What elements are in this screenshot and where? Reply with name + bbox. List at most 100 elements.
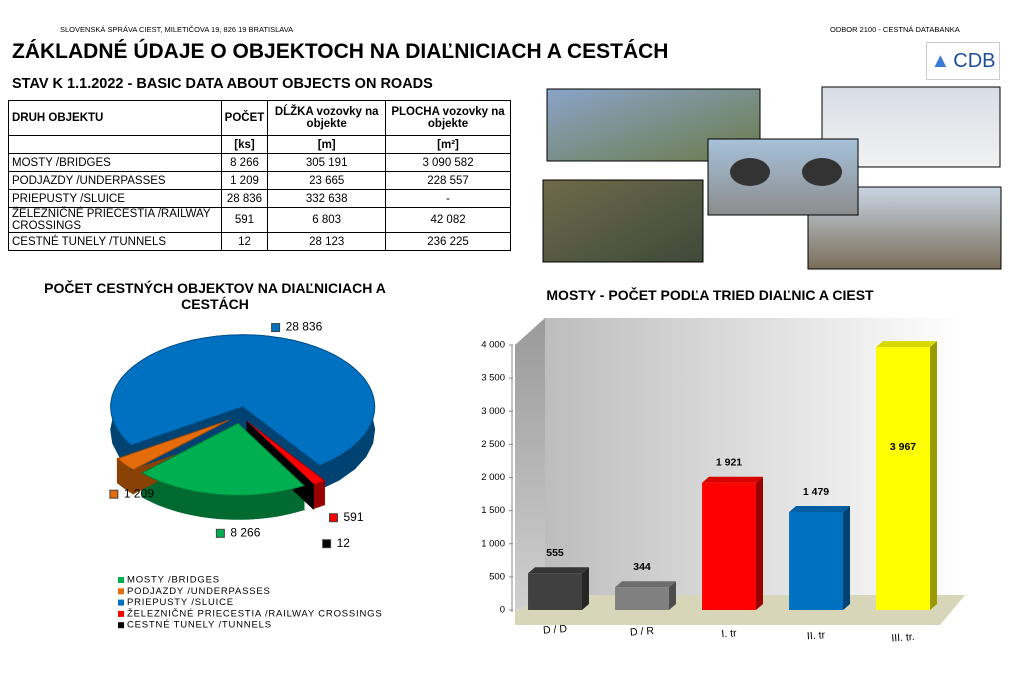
legend-label: PODJAZDY /UNDERPASSES [127, 586, 271, 597]
table-row: ŽELEZNIČNÉ PRIECESTIA /RAILWAY CROSSINGS… [8, 207, 511, 233]
legend-label: CESTNÉ TUNELY /TUNNELS [127, 620, 272, 631]
units-cell: [m²] [385, 135, 511, 154]
x-tick-label: III. tr. [891, 631, 915, 645]
table-cell: PODJAZDY /UNDERPASSES [8, 171, 222, 190]
legend-label: PRIEPUSTY /SLUICE [127, 597, 234, 608]
table-cell: 8 266 [220, 153, 269, 172]
legend-key [118, 588, 124, 595]
y-tick-label: 0 [500, 605, 505, 616]
units-cell: [m] [267, 135, 387, 154]
table-cell: 332 638 [267, 189, 387, 208]
y-tick-label: 1 500 [481, 505, 505, 516]
y-tick-label: 4 000 [481, 340, 505, 351]
value-label-key [322, 539, 332, 549]
y-tick-label: 2 000 [481, 472, 505, 483]
value-label: 1 921 [716, 457, 742, 469]
y-tick-label: 1 000 [481, 538, 505, 549]
table-cell: ŽELEZNIČNÉ PRIECESTIA /RAILWAY CROSSINGS [8, 207, 222, 233]
table-cell: 305 191 [267, 153, 387, 172]
value-label: 555 [546, 547, 564, 559]
chart-title: POČET CESTNÝCH OBJEKTOV NA DIAĽNICIACH A… [44, 280, 386, 312]
bar-top [615, 581, 676, 588]
table-cell: CESTNÉ TUNELY /TUNNELS [8, 232, 222, 251]
pie-slice [110, 334, 376, 466]
pie-slice [116, 419, 230, 471]
table-cell: 3 090 582 [385, 153, 511, 172]
legend-key [118, 577, 124, 583]
value-label-key [328, 513, 338, 523]
bar [702, 482, 756, 610]
table-cell: PRIEPUSTY /SLUICE [8, 189, 222, 208]
value-label-key [215, 528, 225, 538]
units-cell: [ks] [220, 135, 269, 154]
legend-label: ŽELEZNIČNÉ PRIECESTIA /RAILWAY CROSSINGS [127, 608, 382, 619]
bar-side [755, 476, 763, 610]
table-cell: MOSTY /BRIDGES [8, 153, 222, 172]
bar-top [789, 506, 850, 513]
units-cell-empty [8, 135, 222, 154]
legend-key [118, 610, 124, 617]
value-label: 591 [343, 510, 363, 524]
x-tick-label: D / D [543, 623, 568, 637]
logo-text: CDB [953, 49, 996, 72]
value-label: 3 967 [890, 441, 916, 453]
table-row: MOSTY /BRIDGES 8 266 305 191 3 090 582 [8, 153, 511, 172]
header-cell: DRUH OBJEKTU [8, 100, 222, 136]
header-cell: POČET [220, 100, 269, 136]
table: DRUH OBJEKTU POČET DĹŽKA vozovky na objekt… [8, 100, 511, 251]
legend-key [118, 622, 124, 629]
table-row: CESTNÉ TUNELY /TUNNELS 12 28 123 236 225 [8, 232, 511, 251]
bar-top [702, 476, 763, 483]
bar-side [581, 567, 589, 610]
pie-slice [141, 422, 305, 496]
value-label: 1 209 [124, 486, 154, 500]
photo-detail [730, 158, 770, 186]
subtitle: STAV K 1.1.2022 - BASIC DATA ABOUT OBJEC… [12, 76, 433, 92]
x-tick-label: II. tr [807, 629, 826, 642]
value-label: 344 [633, 561, 651, 573]
table-cell: 42 082 [385, 207, 511, 233]
logo: ▲ CDB [926, 42, 1000, 80]
y-tick-label: 3 500 [481, 373, 505, 384]
org: SLOVENSKÁ SPRÁVA CIEST, MILETIČOVA 19, 8… [60, 25, 294, 34]
slice-side [313, 479, 325, 510]
table-cell: 236 225 [385, 232, 511, 251]
bar-top [876, 341, 937, 348]
table-cell: 12 [220, 232, 269, 251]
x-tick-label: D / R [630, 625, 655, 639]
chart-title: MOSTY - POČET PODĽA TRIED DIAĽNIC A CIES… [546, 287, 874, 303]
table-units-row: [ks] [m] [m²] [8, 135, 511, 154]
table-cell: 591 [220, 207, 269, 233]
value-label: 1 479 [803, 486, 829, 498]
bar [876, 347, 930, 610]
value-label: 28 836 [286, 320, 323, 334]
table-cell: 6 803 [267, 207, 387, 233]
bar [528, 573, 582, 610]
photo [542, 179, 704, 263]
table-cell: 28 836 [220, 189, 269, 208]
bar-side [842, 506, 850, 610]
table-cell: 23 665 [267, 171, 387, 190]
chart-side-wall [515, 318, 545, 612]
dept: ODBOR 2100 - CESTNÁ DATABANKA [830, 25, 960, 34]
value-label-key [109, 489, 119, 499]
y-tick-label: 3 000 [481, 406, 505, 417]
header-cell: PLOCHA vozovky na objekte [385, 100, 511, 136]
table-cell: 228 557 [385, 171, 511, 190]
table-body: DRUH OBJEKTU POČET DĹŽKA vozovky na objekt… [8, 100, 511, 251]
bar-top [528, 567, 589, 574]
table-row: PRIEPUSTY /SLUICE 28 836 332 638- [8, 189, 511, 208]
pie-slice [247, 421, 326, 485]
value-label-key [271, 323, 281, 333]
bar [615, 587, 669, 610]
y-tick-label: 500 [489, 571, 505, 582]
y-tick-label: 2 500 [481, 439, 505, 450]
value-label: 12 [337, 536, 351, 550]
bar-side [668, 581, 676, 610]
value-label: 8 266 [230, 525, 260, 539]
table-row: PODJAZDY /UNDERPASSES 1 209 23 665 228 557 [8, 171, 511, 190]
photo-detail [802, 158, 842, 186]
table-cell: - [385, 189, 511, 208]
x-tick-label: I. tr [721, 627, 737, 640]
